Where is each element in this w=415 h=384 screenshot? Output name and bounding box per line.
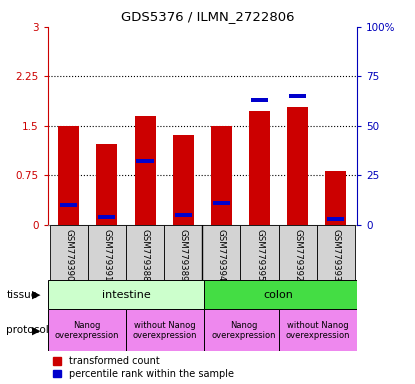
Bar xyxy=(251,98,268,102)
Bar xyxy=(289,94,306,98)
Text: intestine: intestine xyxy=(102,290,150,300)
Bar xyxy=(48,309,126,351)
Text: GSM779391: GSM779391 xyxy=(103,228,111,281)
Bar xyxy=(58,126,79,225)
Bar xyxy=(204,309,283,351)
Bar xyxy=(278,225,317,280)
Bar xyxy=(126,309,204,351)
Bar xyxy=(137,159,154,163)
Text: GDS5376 / ILMN_2722806: GDS5376 / ILMN_2722806 xyxy=(121,10,294,23)
Text: ▶: ▶ xyxy=(32,325,40,335)
Text: colon: colon xyxy=(264,290,293,300)
Bar xyxy=(88,225,126,280)
Bar xyxy=(202,225,240,280)
Bar xyxy=(164,225,202,280)
Legend: transformed count, percentile rank within the sample: transformed count, percentile rank withi… xyxy=(53,356,234,379)
Text: GSM779395: GSM779395 xyxy=(255,228,264,281)
Bar xyxy=(240,225,278,280)
Bar xyxy=(173,135,194,225)
Text: without Nanog
overexpression: without Nanog overexpression xyxy=(286,321,350,340)
Text: GSM779394: GSM779394 xyxy=(217,228,226,281)
Bar xyxy=(48,280,204,309)
Bar xyxy=(278,309,357,351)
Bar xyxy=(211,126,232,225)
Bar xyxy=(213,201,230,205)
Bar xyxy=(98,215,115,219)
Text: GSM779390: GSM779390 xyxy=(64,228,73,281)
Text: GSM779389: GSM779389 xyxy=(179,228,188,281)
Bar xyxy=(50,225,88,280)
Text: GSM779388: GSM779388 xyxy=(141,228,149,281)
Bar xyxy=(96,144,117,225)
Text: GSM779393: GSM779393 xyxy=(332,228,340,281)
Text: Nanog
overexpression: Nanog overexpression xyxy=(55,321,119,340)
Text: protocol: protocol xyxy=(6,325,49,335)
Bar xyxy=(204,280,357,309)
Bar xyxy=(287,107,308,225)
Bar xyxy=(249,111,270,225)
Bar xyxy=(126,225,164,280)
Text: Nanog
overexpression: Nanog overexpression xyxy=(211,321,276,340)
Text: tissue: tissue xyxy=(6,290,37,300)
Bar xyxy=(317,225,355,280)
Text: ▶: ▶ xyxy=(32,290,40,300)
Bar xyxy=(175,213,192,217)
Bar xyxy=(60,203,77,207)
Bar xyxy=(327,217,344,221)
Bar xyxy=(134,116,156,225)
Bar xyxy=(325,170,347,225)
Text: GSM779392: GSM779392 xyxy=(293,228,302,281)
Text: without Nanog
overexpression: without Nanog overexpression xyxy=(133,321,198,340)
